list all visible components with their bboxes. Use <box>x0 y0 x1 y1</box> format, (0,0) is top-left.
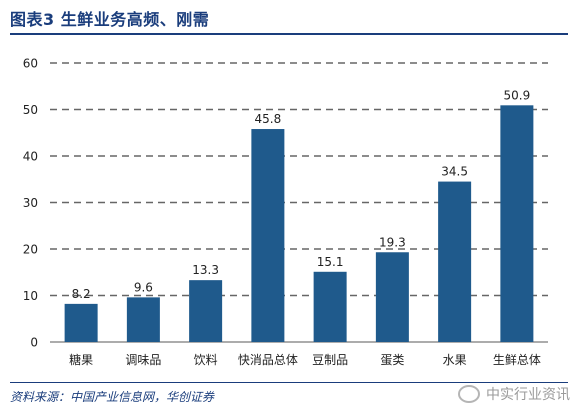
bar <box>64 303 98 342</box>
x-tick-label: 调味品 <box>125 353 161 367</box>
data-label: 34.5 <box>441 165 468 179</box>
data-label: 9.6 <box>134 280 153 294</box>
x-tick-label: 豆制品 <box>312 353 348 367</box>
source-note: 资料来源：中国产业信息网，华创证券 <box>10 390 215 404</box>
bar <box>251 129 285 342</box>
data-label: 50.9 <box>504 88 531 102</box>
y-tick-label: 0 <box>30 336 38 350</box>
x-tick-label: 生鲜总体 <box>493 353 541 367</box>
x-tick-label: 水果 <box>443 353 467 367</box>
bar <box>313 271 347 342</box>
y-tick-label: 60 <box>23 57 38 71</box>
bar <box>189 280 223 342</box>
x-tick-label: 蛋类 <box>380 353 404 367</box>
bar <box>438 181 472 342</box>
page-title: 图表3 生鲜业务高频、刚需 <box>10 10 210 29</box>
data-label: 45.8 <box>255 112 282 126</box>
bar <box>126 297 160 342</box>
x-tick-label: 快消品总体 <box>238 353 298 367</box>
data-label: 15.1 <box>317 255 344 269</box>
y-tick-label: 30 <box>23 196 38 210</box>
y-tick-label: 40 <box>23 150 38 164</box>
watermark: 中实行业资讯 <box>458 384 570 404</box>
y-tick-label: 50 <box>23 103 38 117</box>
title-divider <box>10 33 568 35</box>
y-tick-label: 20 <box>23 243 38 257</box>
footer-divider <box>10 382 568 383</box>
y-tick-label: 10 <box>23 289 38 303</box>
x-tick-label: 饮料 <box>194 353 218 367</box>
data-label: 19.3 <box>379 235 406 249</box>
bar <box>375 252 409 342</box>
bar <box>500 105 534 342</box>
data-label: 13.3 <box>192 263 219 277</box>
watermark-text: 中实行业资讯 <box>486 387 570 403</box>
data-label: 8.2 <box>72 287 91 301</box>
wechat-icon <box>458 385 480 403</box>
x-tick-label: 糖果 <box>69 352 93 367</box>
